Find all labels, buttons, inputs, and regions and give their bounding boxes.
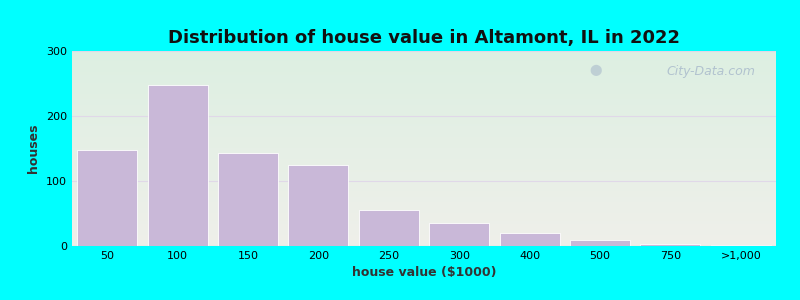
Bar <box>641 244 700 246</box>
Y-axis label: houses: houses <box>27 124 41 173</box>
Bar <box>359 210 418 246</box>
Bar <box>78 150 137 246</box>
X-axis label: house value ($1000): house value ($1000) <box>352 266 496 279</box>
Text: ⬤: ⬤ <box>590 64 602 76</box>
Bar <box>289 165 348 246</box>
Text: City-Data.com: City-Data.com <box>666 64 755 78</box>
Bar <box>430 223 489 246</box>
Bar <box>711 245 770 246</box>
Bar <box>500 233 559 246</box>
Title: Distribution of house value in Altamont, IL in 2022: Distribution of house value in Altamont,… <box>168 29 680 47</box>
Bar <box>218 153 278 246</box>
Bar <box>148 85 207 246</box>
Bar <box>570 239 630 246</box>
